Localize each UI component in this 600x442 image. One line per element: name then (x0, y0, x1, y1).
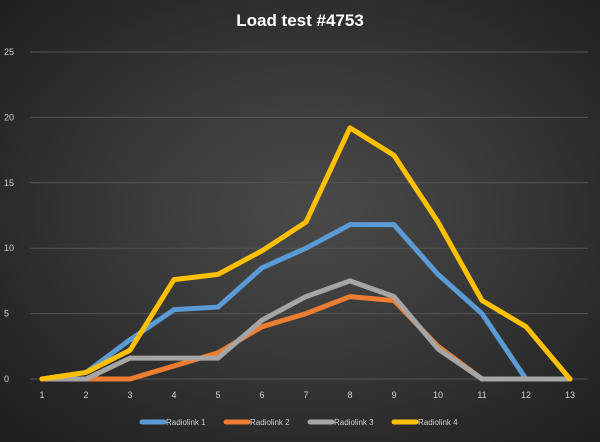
series-line-3 (39, 278, 573, 382)
x-tick-label: 7 (303, 390, 308, 400)
legend[interactable]: Radiolink 1 Radiolink 2 Radiolink 3 Radioli… (139, 418, 458, 427)
x-tick-label: 12 (521, 390, 531, 400)
x-tick-label: 8 (347, 390, 352, 400)
legend-label: Radiolink 2 (250, 418, 290, 427)
x-tick-label: 13 (565, 390, 575, 400)
series-line-2 (39, 294, 573, 382)
x-tick-label: 4 (171, 390, 176, 400)
series-line-4 (39, 125, 573, 382)
y-tick-label: 25 (4, 47, 14, 57)
x-tick-label: 5 (215, 390, 220, 400)
legend-item-1[interactable]: Radiolink 1 (139, 418, 206, 427)
series-line-1 (39, 222, 573, 382)
legend-item-3[interactable]: Radiolink 3 (307, 418, 374, 427)
y-tick-label: 20 (4, 112, 14, 122)
x-tick-label: 2 (83, 390, 88, 400)
y-tick-label: 15 (4, 178, 14, 188)
x-tick-label: 10 (433, 390, 443, 400)
x-tick-label: 9 (391, 390, 396, 400)
x-tick-label: 6 (259, 390, 264, 400)
legend-item-4[interactable]: Radiolink 4 (391, 418, 458, 427)
legend-label: Radiolink 1 (166, 418, 206, 427)
x-tick-label: 1 (39, 390, 44, 400)
y-tick-label: 0 (4, 374, 9, 384)
series-lines (39, 125, 573, 382)
chart-title: Load test #4753 (236, 11, 364, 30)
legend-label: Radiolink 4 (418, 418, 458, 427)
x-tick-label: 11 (477, 390, 486, 400)
x-axis-ticks: 1 2 3 4 5 6 7 8 9 10 11 12 13 (39, 390, 575, 400)
y-tick-label: 5 (4, 309, 9, 319)
legend-item-2[interactable]: Radiolink 2 (223, 418, 290, 427)
legend-label: Radiolink 3 (334, 418, 374, 427)
y-axis-ticks: 0 5 10 15 20 25 (4, 47, 14, 384)
y-tick-label: 10 (4, 243, 14, 253)
x-tick-label: 3 (127, 390, 132, 400)
